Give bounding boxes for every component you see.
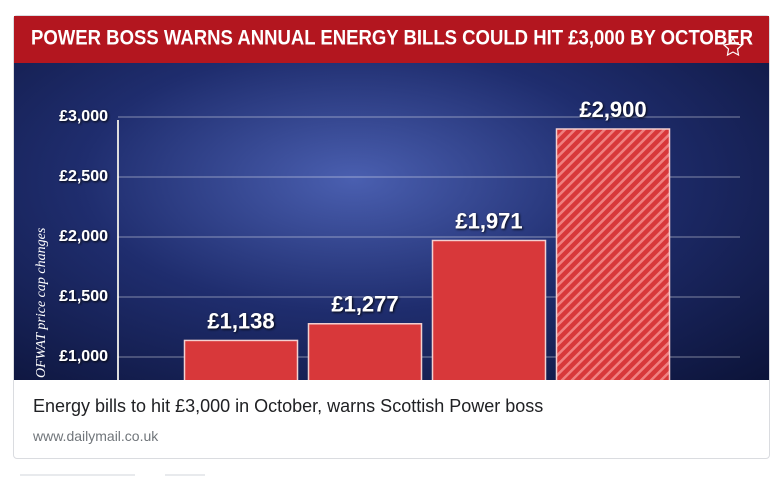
bar	[183, 339, 299, 380]
bookmark-icon[interactable]	[722, 36, 744, 57]
news-card[interactable]	[13, 15, 770, 459]
value-label: £2,900	[579, 97, 646, 122]
source-url[interactable]: www.dailymail.co.uk	[33, 428, 159, 444]
y-tick-label: £3,000	[59, 108, 108, 125]
y-tick-label: £1,000	[59, 348, 108, 365]
y-axis-label: OFWAT price cap changes	[34, 227, 49, 378]
bar	[555, 128, 671, 380]
chart-title: POWER BOSS WARNS ANNUAL ENERGY BILLS COU…	[31, 27, 753, 50]
value-label: £1,277	[331, 292, 398, 317]
y-tick-label: £1,500	[59, 288, 108, 305]
headline[interactable]: Energy bills to hit £3,000 in October, w…	[33, 396, 544, 416]
bar	[307, 323, 423, 380]
value-label: £1,971	[455, 208, 522, 233]
value-label: £1,138	[207, 308, 274, 333]
y-tick-label: £2,500	[59, 168, 108, 185]
chart-image: POWER BOSS WARNS ANNUAL ENERGY BILLS COU…	[14, 16, 769, 380]
y-tick-label: £2,000	[59, 228, 108, 245]
bar	[431, 239, 547, 380]
title-banner	[14, 16, 769, 63]
